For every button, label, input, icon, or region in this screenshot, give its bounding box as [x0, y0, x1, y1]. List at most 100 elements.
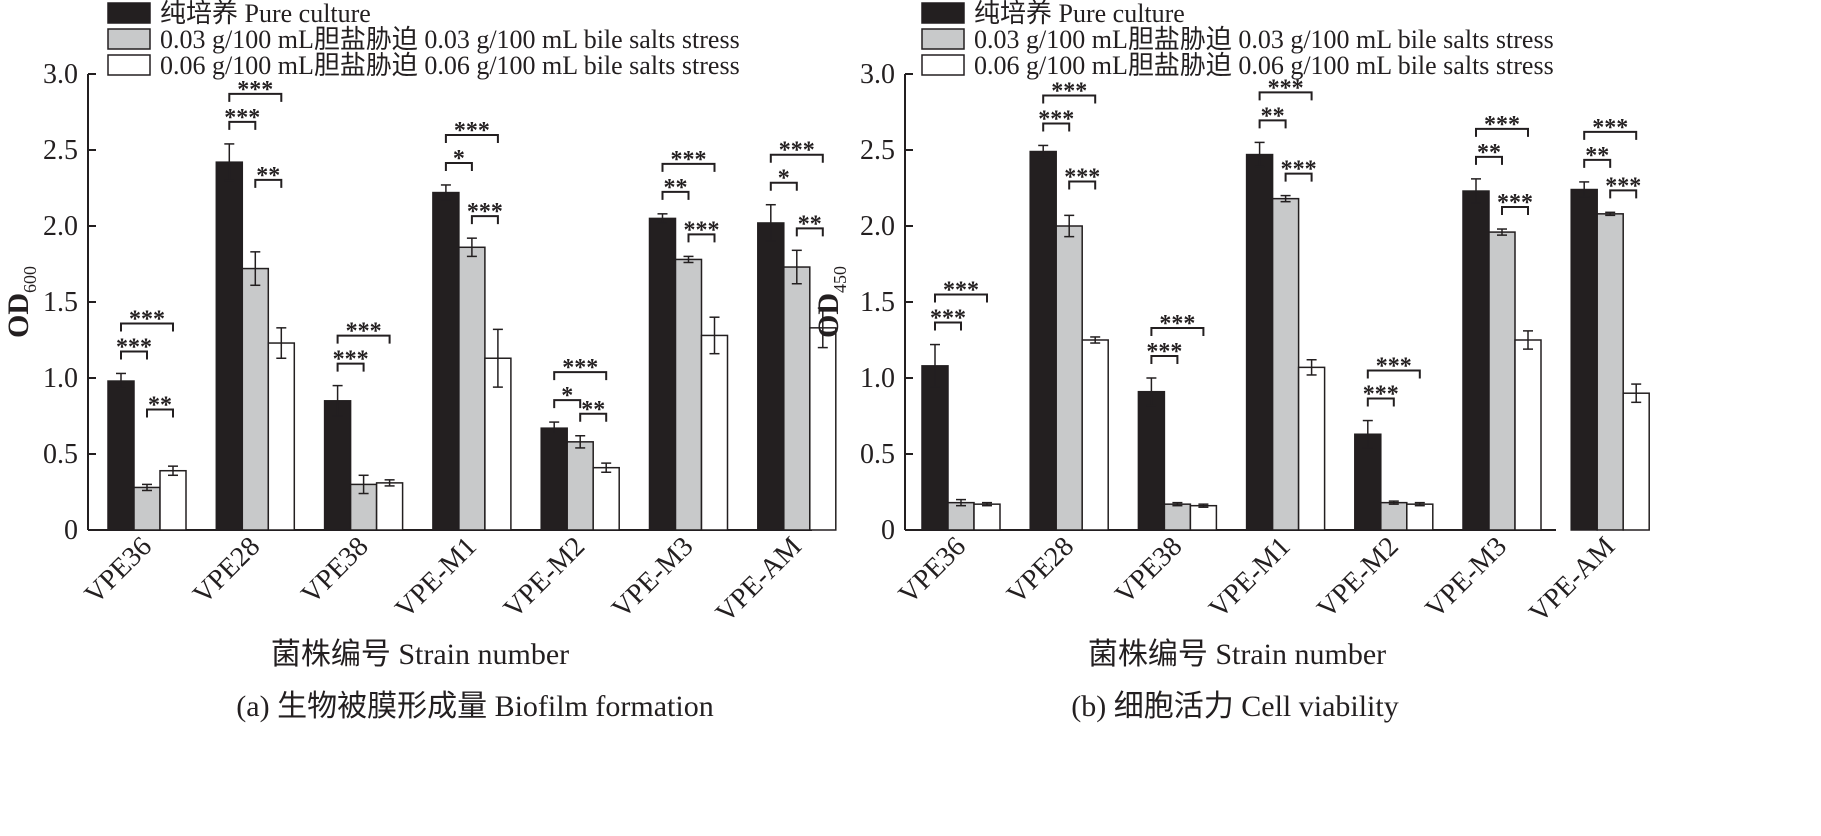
significance-label: ***: [1484, 112, 1520, 138]
significance-label: ***: [1363, 382, 1399, 408]
significance-label: *: [561, 383, 573, 409]
bar: [566, 441, 594, 531]
significance-bracket: [120, 350, 148, 360]
significance-label: ***: [346, 319, 382, 345]
category-label: VPE28: [187, 531, 266, 610]
y-tick-label: 0: [881, 515, 895, 546]
bar: [1462, 190, 1490, 531]
bar: [432, 191, 460, 531]
significance-label: **: [256, 163, 280, 189]
significance-label: **: [664, 175, 688, 201]
category-label: VPE-M1: [389, 531, 482, 624]
significance-label: ***: [224, 105, 260, 131]
significance-label: **: [1585, 143, 1609, 169]
panel-caption: (a) 生物被膜形成量 Biofilm formation: [236, 690, 713, 723]
legend-swatch: [921, 28, 965, 50]
bar: [107, 380, 135, 531]
x-axis-title: 菌株编号 Strain number: [271, 638, 569, 671]
legend-swatch: [921, 54, 965, 76]
legend-swatch: [107, 28, 151, 50]
significance-bracket: [1068, 180, 1097, 190]
bar: [648, 217, 677, 531]
legend-label: 0.06 g/100 mL胆盐胁迫 0.06 g/100 mL bile sal…: [974, 51, 1554, 80]
y-axis-title: OD600: [2, 266, 40, 338]
significance-bracket: [1609, 189, 1638, 199]
bar: [267, 342, 296, 531]
significance-label: ***: [930, 306, 966, 332]
bar: [1380, 501, 1408, 531]
legend-label: 纯培养 Pure culture: [160, 0, 371, 28]
significance-bracket: [1366, 369, 1421, 379]
y-axis-title-main: OD: [2, 293, 35, 338]
y-axis-title-subscript: 450: [830, 266, 850, 293]
bar: [921, 365, 949, 531]
category-label: VPE38: [295, 531, 374, 610]
significance-bracket: [795, 227, 824, 237]
significance-bracket: [934, 293, 988, 303]
y-axis-title-main: OD: [812, 293, 845, 338]
significance-bracket: [553, 371, 608, 381]
bar: [947, 501, 975, 531]
bar: [159, 469, 187, 531]
significance-label: ***: [454, 118, 490, 144]
significance-bracket: [444, 161, 473, 171]
y-tick-label: 2.5: [860, 135, 895, 166]
y-tick-label: 1.5: [860, 287, 895, 318]
bar: [215, 161, 244, 531]
bar: [1297, 366, 1326, 531]
y-tick-label: 2.0: [43, 211, 78, 242]
bar: [241, 267, 270, 531]
panel-caption: (b) 细胞活力 Cell viability: [1071, 690, 1398, 723]
significance-bracket: [336, 362, 365, 372]
category-label: VPE36: [893, 531, 972, 610]
legend-swatch: [921, 2, 965, 24]
significance-label: ***: [116, 334, 152, 360]
bar: [1354, 433, 1382, 531]
bar: [1245, 153, 1274, 531]
significance-bracket: [146, 408, 174, 418]
category-label: VPE-AM: [1523, 531, 1621, 629]
significance-label: ***: [1146, 339, 1182, 365]
significance-bracket: [1258, 119, 1287, 129]
significance-bracket: [1150, 355, 1179, 364]
bar: [1622, 392, 1650, 531]
significance-label: ***: [1497, 190, 1533, 216]
bar: [592, 466, 620, 531]
significance-bracket: [1284, 172, 1313, 182]
legend-label: 0.03 g/100 mL胆盐胁迫 0.03 g/100 mL bile sal…: [160, 25, 740, 54]
y-tick-label: 0.5: [860, 439, 895, 470]
significance-label: ***: [1592, 115, 1628, 141]
bar: [1488, 231, 1516, 531]
category-label: VPE-AM: [710, 531, 808, 629]
bar: [1271, 197, 1300, 531]
y-tick-label: 0: [64, 515, 78, 546]
legend-swatch: [107, 54, 151, 76]
bar: [783, 266, 811, 531]
significance-label: ***: [1268, 75, 1304, 101]
y-tick-label: 3.0: [43, 59, 78, 90]
significance-label: ***: [671, 147, 707, 173]
significance-label: **: [148, 392, 172, 418]
significance-bracket: [687, 233, 716, 243]
bar: [1081, 339, 1109, 531]
significance-bracket: [228, 92, 283, 102]
significance-bracket: [254, 178, 283, 188]
bar: [133, 486, 161, 531]
bar: [809, 327, 837, 531]
legend-swatch: [107, 2, 151, 24]
significance-label: ***: [333, 347, 369, 373]
category-label: VPE-M2: [498, 531, 591, 624]
bar: [973, 503, 1001, 531]
significance-label: ***: [467, 199, 503, 225]
x-axis-title: 菌株编号 Strain number: [1088, 638, 1386, 671]
significance-bracket: [553, 399, 582, 409]
significance-bracket: [1475, 127, 1529, 137]
significance-bracket: [661, 190, 690, 200]
significance-label: **: [1477, 140, 1501, 166]
significance-label: ***: [779, 138, 815, 164]
bar: [1137, 390, 1166, 531]
significance-bracket: [470, 215, 499, 225]
y-tick-label: 3.0: [860, 59, 895, 90]
